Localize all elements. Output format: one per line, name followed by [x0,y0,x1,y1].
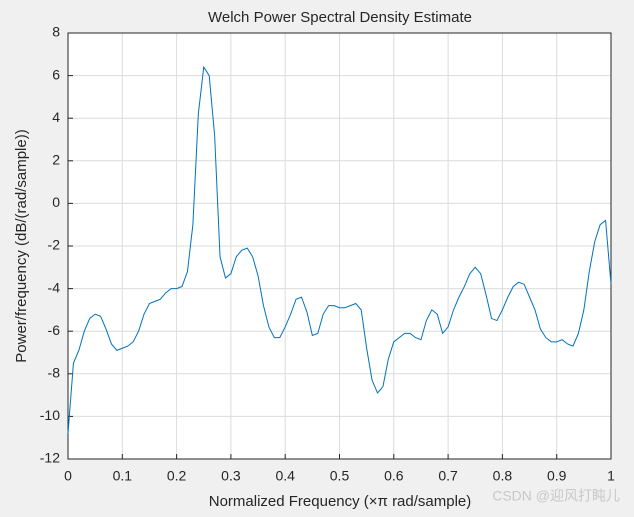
y-tick-label: 6 [52,66,60,82]
chart-title: Welch Power Spectral Density Estimate [208,9,472,26]
y-tick-label: 2 [52,152,60,168]
x-tick-label: 0.7 [438,468,458,484]
x-tick-label: 0.1 [113,468,133,484]
x-tick-label: 1 [607,468,615,484]
x-tick-label: 0.2 [167,468,187,484]
x-tick-label: 0 [64,468,72,484]
y-tick-label: -12 [40,450,60,466]
y-tick-label: -4 [48,279,61,295]
x-tick-label: 0.3 [221,468,241,484]
x-tick-label: 0.5 [330,468,350,484]
x-axis-label: Normalized Frequency (×π rad/sample) [209,493,472,510]
x-tick-label: 0.9 [547,468,567,484]
y-tick-label: 4 [52,109,60,125]
y-tick-label: 8 [52,24,60,40]
x-tick-label: 0.6 [384,468,404,484]
y-tick-label: -8 [48,365,61,381]
plot-border [67,32,612,460]
data-line [67,65,612,434]
x-tick-label: 0.4 [275,468,295,484]
y-axis-label: Power/frequency (dB/(rad/sample)) [13,129,30,362]
y-tick-label: 0 [52,194,60,210]
y-tick-label: -2 [48,237,61,253]
watermark: CSDN @迎风打盹儿 [492,488,620,504]
x-tick-label: 0.8 [493,468,513,484]
y-tick-label: -6 [48,322,61,338]
y-tick-label: -10 [40,407,60,423]
